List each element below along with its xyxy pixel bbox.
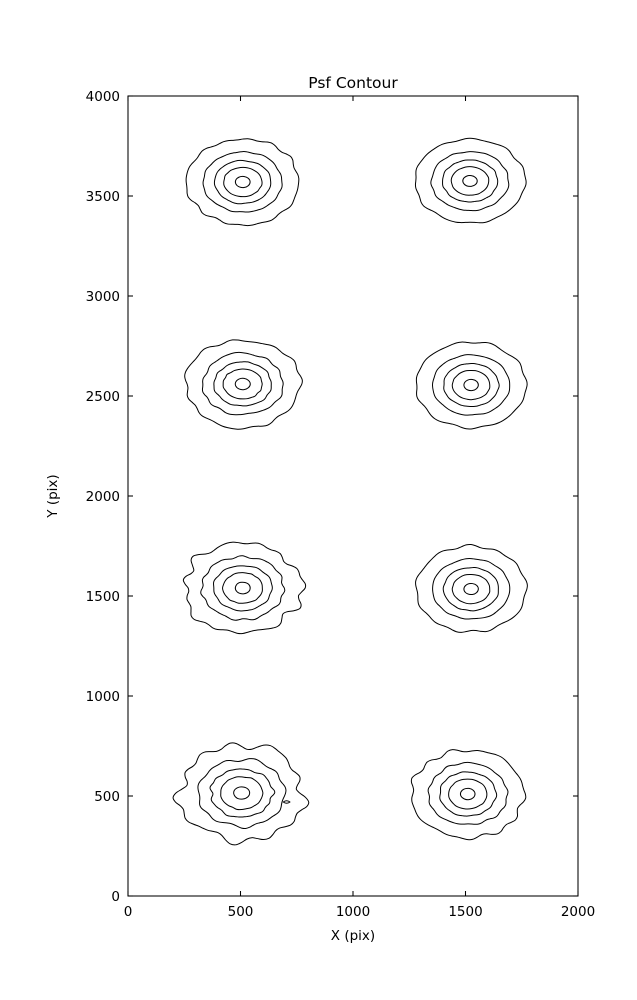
contour-level-2 — [432, 558, 511, 620]
contour-level-5 — [462, 175, 478, 187]
contour-level-4 — [450, 166, 490, 196]
contour-level-1 — [410, 749, 527, 841]
contour-level-5 — [463, 378, 479, 392]
contour-level-5 — [233, 786, 251, 800]
y-tick-label: 500 — [94, 789, 120, 805]
contour-level-4 — [451, 369, 491, 401]
contour-level-2 — [197, 758, 287, 829]
contour-level-3 — [213, 565, 273, 612]
psf-source-psf-r3c2 — [415, 543, 528, 633]
psf-source-psf-r4c1 — [172, 742, 310, 846]
contour-level-2 — [430, 151, 510, 212]
contour-level-4 — [451, 573, 491, 605]
y-tick-label: 2500 — [86, 389, 120, 405]
contour-level-5 — [234, 581, 251, 595]
contour-level-5 — [459, 787, 476, 801]
contour-level-1 — [182, 541, 307, 635]
chart-title: Psf Contour — [308, 74, 398, 92]
contour-level-4 — [448, 778, 488, 810]
y-tick-label: 1000 — [86, 689, 120, 705]
contour-level-4 — [222, 368, 263, 400]
psf-source-psf-r1c2 — [414, 137, 527, 224]
contour-level-4 — [220, 776, 264, 811]
axis-ticks — [127, 95, 579, 897]
x-tick-label: 0 — [124, 904, 133, 920]
contour-level-2 — [427, 761, 509, 825]
contour-detached-blob — [282, 800, 291, 804]
y-tick-label: 3500 — [86, 189, 120, 205]
contour-level-1 — [184, 339, 303, 430]
contour-level-3 — [439, 771, 498, 817]
contour-level-1 — [415, 341, 528, 430]
plot-area-background — [128, 96, 578, 896]
y-tick-label: 0 — [111, 889, 120, 905]
contour-level-2 — [432, 354, 511, 416]
x-tick-label: 2000 — [561, 904, 595, 920]
x-axis-label: X (pix) — [331, 928, 375, 944]
contour-level-3 — [213, 159, 272, 205]
axis-tick-labels: 0 500 1000 1500 2000 0 500 1000 1500 2000 2500 3000… — [86, 89, 596, 920]
contour-level-2 — [202, 151, 283, 213]
contour-level-5 — [463, 582, 479, 596]
psf-source-psf-r3c1 — [182, 541, 307, 635]
psf-source-psf-r2c2 — [415, 341, 528, 430]
contour-level-5 — [234, 175, 251, 189]
psf-source-psf-r2c1 — [184, 339, 303, 430]
contour-level-3 — [443, 363, 500, 408]
contour-level-3 — [209, 768, 276, 818]
contour-level-3 — [442, 159, 499, 203]
contour-series — [172, 137, 528, 846]
contour-level-4 — [223, 166, 263, 198]
y-tick-label: 1500 — [86, 589, 120, 605]
x-tick-label: 500 — [228, 904, 254, 920]
psf-source-psf-r1c1 — [185, 138, 300, 227]
contour-level-1 — [185, 138, 300, 227]
psf-source-psf-r4c2 — [410, 749, 527, 841]
contour-level-3 — [442, 567, 499, 612]
y-tick-label: 4000 — [86, 89, 120, 105]
contour-level-4 — [222, 572, 263, 604]
contour-level-1 — [415, 543, 528, 633]
y-tick-label: 3000 — [86, 289, 120, 305]
x-tick-label: 1000 — [336, 904, 370, 920]
contour-level-3 — [213, 361, 272, 407]
contour-level-1 — [172, 742, 310, 846]
contour-level-5 — [234, 377, 251, 391]
y-tick-label: 2000 — [86, 489, 120, 505]
contour-level-2 — [201, 351, 284, 416]
x-tick-label: 1500 — [448, 904, 482, 920]
contour-level-2 — [200, 555, 286, 621]
y-axis-label: Y (pix) — [45, 474, 61, 518]
contour-level-1 — [414, 137, 527, 224]
